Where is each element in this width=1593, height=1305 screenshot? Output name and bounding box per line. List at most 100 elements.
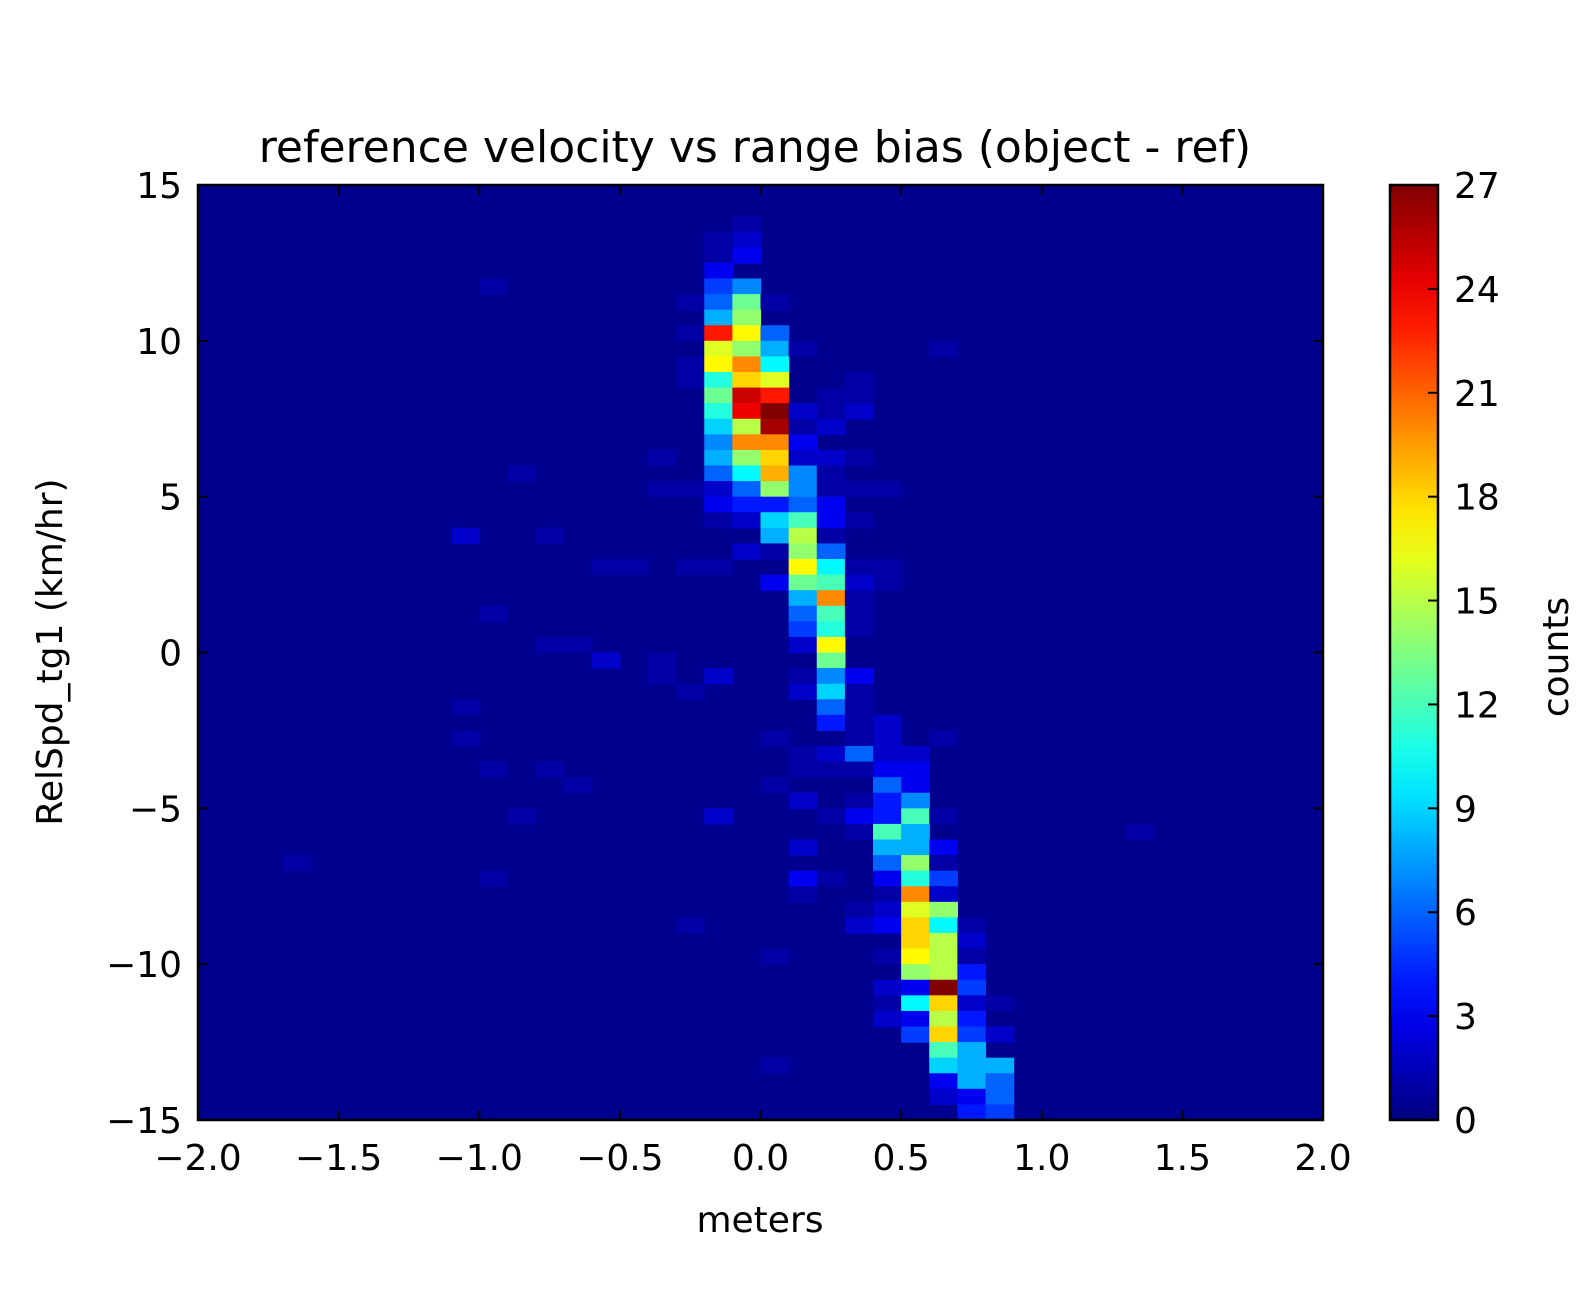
heatmap-cell (873, 823, 902, 841)
colorbar-tick-label: 0 (1454, 1101, 1477, 1142)
heatmap-cell (816, 808, 846, 825)
heatmap-cell (760, 325, 790, 342)
colorbar-label: counts (1536, 597, 1577, 717)
heatmap-cell (901, 948, 930, 965)
heatmap-cell (929, 1073, 958, 1090)
x-tick-label: 1.5 (1154, 1138, 1211, 1179)
colorbar-ticks: 0 3 6 9 12 15 18 21 24 27 (1428, 166, 1500, 1142)
heatmap-cell (957, 1088, 987, 1106)
heatmap-cell (873, 777, 902, 794)
heatmap-cell (816, 559, 846, 576)
heatmap-cell (985, 1073, 1015, 1090)
heatmap-cell (929, 1042, 958, 1059)
heatmap-cell (816, 699, 846, 716)
heatmap-cell (676, 325, 705, 342)
heatmap-cell (760, 294, 790, 311)
y-tick-label: 0 (159, 634, 182, 675)
heatmap-cell (788, 668, 818, 685)
heatmap-cell (844, 621, 874, 638)
plot-frame (196, 183, 1325, 1122)
heatmap-cell (591, 559, 621, 576)
heatmap-cell (732, 372, 762, 389)
heatmap-cell (844, 901, 874, 919)
heatmap-cell (873, 808, 902, 825)
y-tick-label: 15 (136, 166, 182, 207)
heatmap-cell (563, 777, 593, 794)
heatmap-cell (816, 621, 846, 638)
colorbar-tick-label: 21 (1454, 374, 1500, 415)
heatmap-cell (591, 652, 621, 669)
heatmap-cell (873, 855, 902, 872)
heatmap-cell (816, 512, 846, 529)
heatmap-cell (479, 870, 508, 887)
heatmap-cell (816, 387, 846, 404)
heatmap-cell (788, 761, 818, 778)
heatmap-cell (844, 387, 874, 404)
heatmap-cell (816, 652, 846, 669)
heatmap-cell (901, 886, 930, 903)
heatmap-cell (704, 465, 733, 482)
heatmap-cell (788, 559, 818, 576)
heatmap-cell (816, 683, 846, 700)
heatmap-cell (788, 870, 818, 887)
heatmap-cell (788, 340, 818, 358)
heatmap-cell (676, 559, 705, 576)
heatmap-cell (704, 309, 733, 326)
heatmap-cell (732, 387, 762, 404)
heatmap-cell (816, 481, 846, 498)
heatmap-cell (732, 356, 762, 373)
heatmap-cell (929, 1057, 958, 1074)
heatmap-cell (648, 652, 677, 669)
heatmap-cell (535, 527, 565, 545)
heatmap-cell (732, 543, 762, 560)
heatmap-cell (732, 247, 762, 264)
heatmap-cell (788, 683, 818, 700)
heatmap-cell (451, 527, 480, 545)
heatmap-cell (648, 668, 677, 685)
heatmap-cell (732, 340, 762, 358)
y-tick-label: −10 (106, 945, 182, 986)
heatmap-cell (451, 699, 480, 716)
heatmap-cell (788, 465, 818, 482)
heatmap-cell (816, 449, 846, 467)
heatmap-cell (732, 216, 762, 233)
heatmap-cell (929, 995, 958, 1012)
y-tick-label: −15 (106, 1101, 182, 1142)
heatmap-cell (816, 527, 846, 545)
heatmap-cell (760, 496, 790, 513)
x-tick-label: 0.0 (732, 1138, 789, 1179)
heatmap-cell (704, 262, 733, 280)
heatmap-cell (760, 387, 790, 404)
heatmap-cell (704, 434, 733, 451)
heatmap-cell (732, 309, 762, 326)
heatmap-cell (844, 683, 874, 700)
heatmap-cell (479, 605, 508, 622)
heatmap-cell (732, 434, 762, 451)
heatmap-cell (535, 761, 565, 778)
heatmap-cell (816, 746, 846, 763)
heatmap-cell (788, 496, 818, 513)
heatmap-cell (957, 995, 987, 1012)
heatmap-cell (732, 465, 762, 482)
heatmap-cell (760, 543, 790, 560)
heatmap-cell (760, 356, 790, 373)
heatmap-cell (648, 481, 677, 498)
heatmap-cell (788, 481, 818, 498)
heatmap-cell (760, 418, 790, 435)
heatmap-cell (535, 636, 565, 654)
heatmap-cell (704, 668, 733, 685)
colorbar-tick-label: 15 (1454, 582, 1500, 623)
heatmap-cell (788, 574, 818, 591)
heatmap-cell (816, 418, 846, 435)
heatmap-cell (901, 761, 930, 778)
heatmap-cell (873, 839, 902, 856)
heatmap-cell (760, 372, 790, 389)
heatmap-cell (816, 543, 846, 560)
heatmap-cell (873, 917, 902, 934)
heatmap-cell (732, 294, 762, 311)
heatmap-cell (957, 917, 987, 934)
heatmap-cell (901, 808, 930, 825)
heatmap-cell (929, 839, 958, 856)
